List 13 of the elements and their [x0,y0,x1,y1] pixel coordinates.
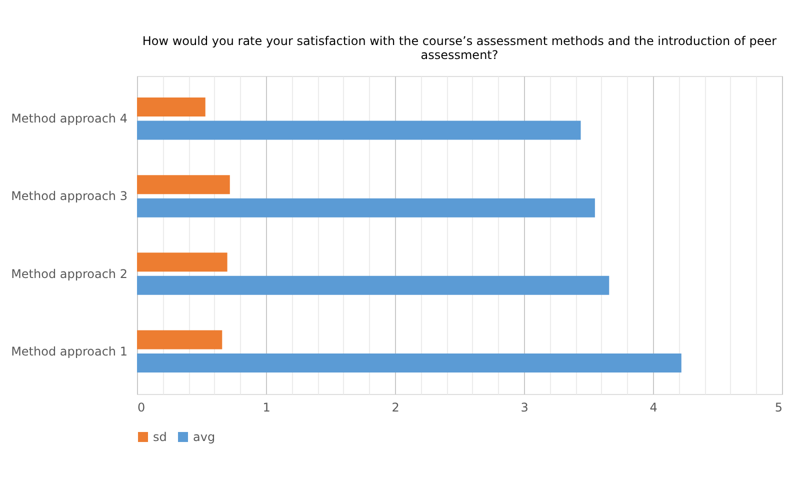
x-tick-label: 4 [650,400,658,414]
x-tick-label: 0 [138,400,146,414]
y-tick-label: Method approach 3 [11,189,128,204]
chart-title: How would you rate your satisfaction with the course’s assessment methods and the introduction of peer assessment? [142,34,777,62]
legend-label: avg [193,430,216,444]
x-tick-label: 5 [774,400,782,414]
y-tick-label: Method approach 4 [11,112,128,126]
x-tick-label: 3 [520,400,528,414]
x-tick-label: 1 [262,400,270,414]
x-tick-label: 2 [392,400,400,414]
y-tick-label: Method approach 1 [11,344,128,358]
y-tick-label: Method approach 2 [11,266,128,281]
legend-label: sd [153,430,167,444]
